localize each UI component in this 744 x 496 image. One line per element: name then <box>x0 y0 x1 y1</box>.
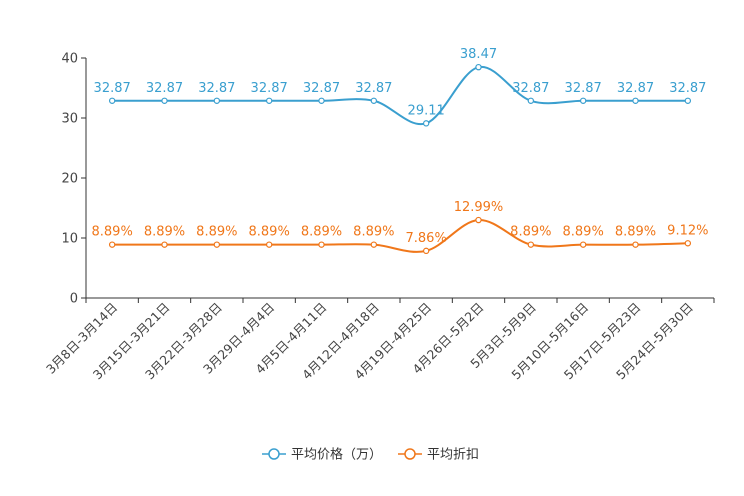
data-point[interactable] <box>475 216 482 224</box>
data-point[interactable] <box>422 247 430 255</box>
data-label: 32.87 <box>355 81 392 96</box>
data-label: 32.87 <box>94 81 131 96</box>
data-point[interactable] <box>527 241 535 248</box>
legend-marker <box>268 448 280 460</box>
data-label: 7.86% <box>406 231 447 246</box>
data-point[interactable] <box>161 97 168 104</box>
series-avg-price: 32.87 32.87 32.87 32.87 32.87 32.87 29.11 38.47… <box>94 47 706 127</box>
data-label: 32.87 <box>565 81 602 96</box>
data-label: 8.89% <box>144 225 185 240</box>
x-axis: 3月8日-3月14日3月15日-3月21日3月22日-3月28日3月29日-4月… <box>43 297 715 382</box>
legend-label: 平均折扣 <box>427 448 479 463</box>
y-tick-label: 40 <box>61 52 78 67</box>
data-label: 8.89% <box>92 225 133 240</box>
data-point[interactable] <box>108 97 116 104</box>
data-point[interactable] <box>579 97 587 104</box>
data-point[interactable] <box>370 241 378 248</box>
data-label: 8.89% <box>615 225 656 240</box>
data-label: 32.87 <box>251 81 288 96</box>
data-label: 8.89% <box>510 225 551 240</box>
data-label: 8.89% <box>301 225 342 240</box>
data-point[interactable] <box>213 97 221 104</box>
data-label: 12.99% <box>454 200 504 215</box>
data-point[interactable] <box>632 97 639 104</box>
data-label: 8.89% <box>249 225 290 240</box>
data-point[interactable] <box>108 241 116 248</box>
data-point[interactable] <box>265 97 273 104</box>
data-point[interactable] <box>161 241 168 248</box>
data-label: 38.47 <box>460 47 497 62</box>
y-tick-label: 10 <box>61 232 78 247</box>
data-point[interactable] <box>213 241 221 248</box>
data-point[interactable] <box>370 97 378 104</box>
data-label: 9.12% <box>667 223 708 238</box>
data-point[interactable] <box>475 63 482 71</box>
series-avg-discount: 8.89% 8.89% 8.89% 8.89% 8.89% 8.89% 7.86% 12.99… <box>92 200 708 255</box>
series-line <box>112 219 688 253</box>
legend: 平均价格（万） 平均折扣 <box>262 447 479 463</box>
data-label: 32.87 <box>303 81 340 96</box>
data-label: 32.87 <box>146 81 183 96</box>
data-label: 8.89% <box>353 225 394 240</box>
data-point[interactable] <box>318 241 325 248</box>
data-label: 32.87 <box>669 81 706 96</box>
y-tick-label: 0 <box>70 292 78 307</box>
data-point[interactable] <box>579 241 587 248</box>
data-point[interactable] <box>684 240 692 247</box>
legend-item-avg-discount[interactable]: 平均折扣 <box>398 448 479 463</box>
data-label: 32.87 <box>617 81 654 96</box>
data-point[interactable] <box>527 97 535 104</box>
y-axis: 0 10 20 30 40 <box>61 52 87 307</box>
legend-item-avg-price[interactable]: 平均价格（万） <box>262 447 382 463</box>
data-point[interactable] <box>422 120 430 127</box>
data-label: 29.11 <box>408 103 445 118</box>
data-label: 8.89% <box>196 225 237 240</box>
data-label: 32.87 <box>512 81 549 96</box>
legend-label: 平均价格（万） <box>291 447 382 463</box>
data-point[interactable] <box>265 241 273 248</box>
y-tick-label: 20 <box>61 172 78 187</box>
data-label: 32.87 <box>198 81 235 96</box>
data-point[interactable] <box>318 97 325 104</box>
data-point[interactable] <box>684 97 692 104</box>
data-label: 8.89% <box>563 225 604 240</box>
y-tick-label: 30 <box>61 112 78 127</box>
legend-marker <box>404 448 416 460</box>
data-point[interactable] <box>632 241 639 248</box>
series-layer: 32.87 32.87 32.87 32.87 32.87 32.87 29.11 38.47… <box>92 47 708 255</box>
